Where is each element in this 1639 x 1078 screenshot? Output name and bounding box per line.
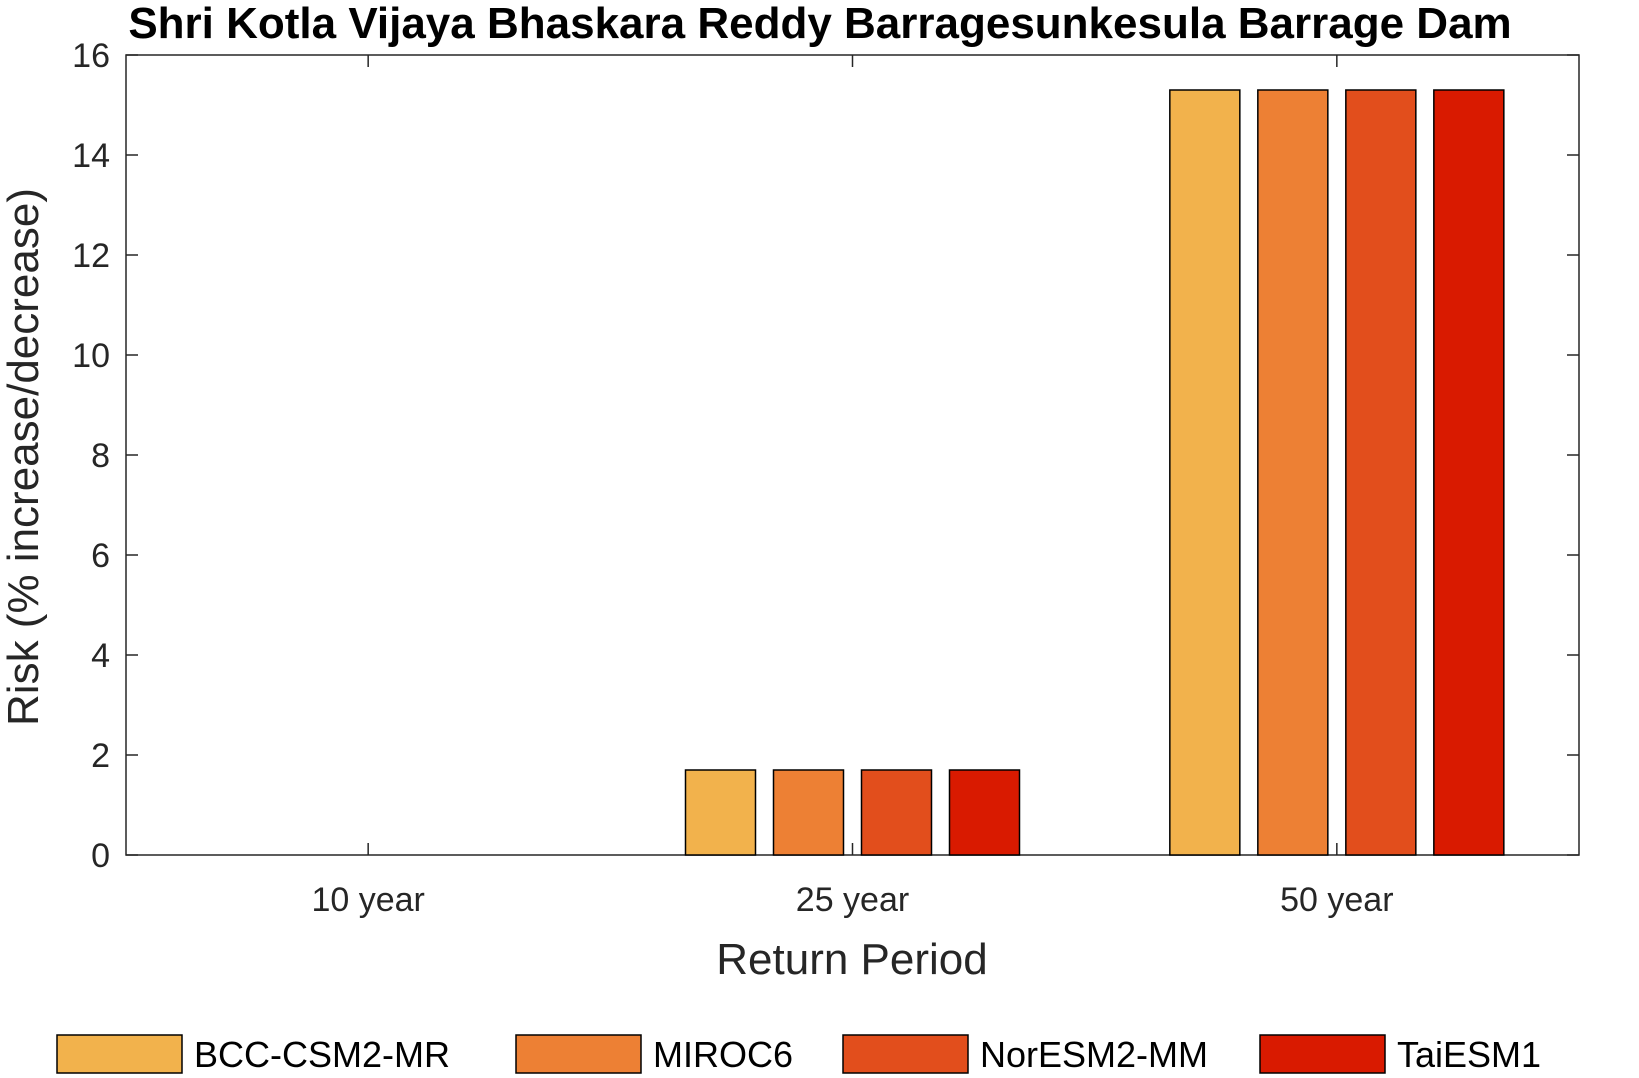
y-tick-label: 14 <box>72 137 110 175</box>
y-tick-label: 16 <box>72 37 110 75</box>
x-tick-label: 50 year <box>1280 881 1393 919</box>
legend-swatch <box>56 1034 183 1074</box>
x-axis-label: Return Period <box>716 935 987 984</box>
y-tick-label: 2 <box>91 737 110 775</box>
y-tick-label: 4 <box>91 637 110 675</box>
bar-bcc-csm2-mr <box>684 769 757 856</box>
bar-miroc6 <box>1257 89 1329 856</box>
legend: BCC-CSM2-MR MIROC6 NorESM2-MM TaiESM1 <box>56 1034 1541 1075</box>
y-tick-label: 0 <box>91 837 110 875</box>
bar-bcc-csm2-mr <box>1169 89 1241 856</box>
x-tick-label: 25 year <box>796 881 909 919</box>
legend-swatch <box>515 1034 642 1074</box>
legend-label: NorESM2-MM <box>980 1034 1208 1075</box>
bar-miroc6 <box>772 769 845 856</box>
bar-taiesm1 <box>1433 89 1505 856</box>
chart-title: Shri Kotla Vijaya Bhaskara Reddy Barrage… <box>128 0 1511 48</box>
y-tick-label: 10 <box>72 337 110 375</box>
x-tick-label: 10 year <box>311 881 424 919</box>
legend-swatch <box>842 1034 969 1074</box>
legend-label: BCC-CSM2-MR <box>194 1034 450 1075</box>
legend-swatch <box>1259 1034 1386 1074</box>
bar-taiesm1 <box>948 769 1021 856</box>
y-tick-label: 12 <box>72 237 110 275</box>
y-tick-label: 8 <box>91 437 110 475</box>
bar-noresm2-mm <box>1345 89 1417 856</box>
legend-label: MIROC6 <box>653 1034 793 1075</box>
bar-noresm2-mm <box>860 769 933 856</box>
legend-label: TaiESM1 <box>1397 1034 1541 1075</box>
plot-area: 0 2 4 6 8 10 12 14 16 10 year 25 year 50 year <box>72 37 1580 919</box>
y-tick-label: 6 <box>91 537 110 575</box>
y-axis-label: Risk (% increase/decrease) <box>0 188 48 726</box>
